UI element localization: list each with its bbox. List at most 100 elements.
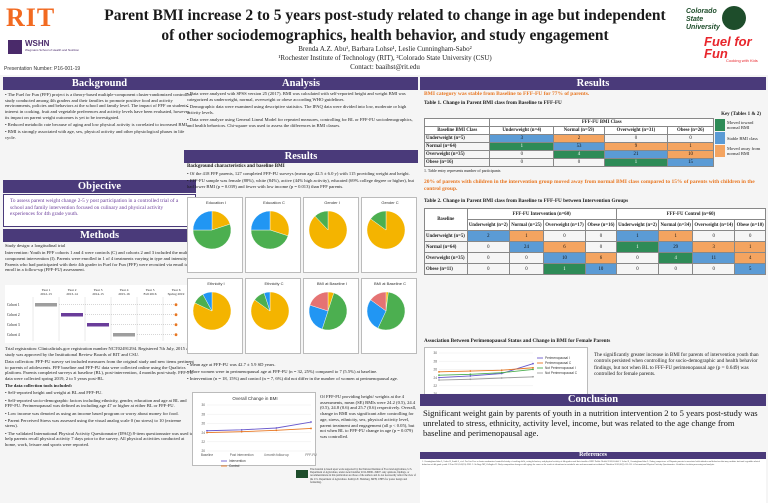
csu-seal-icon: [722, 6, 746, 30]
methods-details: Trial registration: Clinicaltrials.gov r…: [5, 346, 195, 449]
pie-slice: [309, 291, 329, 312]
series-line: [438, 367, 534, 373]
table2-header-row: Underweight (n=2) Normal (n=25) Overweight…: [425, 219, 766, 231]
results-mid-bullets: • Mean age at FFF-FU was 42.7 ± 5.9 SD y…: [187, 362, 417, 384]
table-row: Overweight (n=35) 0 4 21 10: [423, 150, 714, 159]
table1-col-header: Overweight (n=31): [603, 126, 669, 135]
tool-item: • Self-reported socio-demographic factor…: [5, 397, 187, 409]
timeline-year: Year 3 2014-15: [92, 288, 104, 296]
table-cell: 0: [692, 230, 736, 242]
table-cell: 1: [615, 230, 660, 242]
y-tick-label: 22: [433, 384, 437, 388]
csu-logo: Colorado State University: [686, 8, 720, 31]
pie-slice: [192, 223, 232, 250]
y-tick-label: 20: [201, 449, 205, 453]
table-cell: 9: [603, 142, 669, 151]
objective-heading: Objective: [3, 180, 196, 193]
table-row: Underweight (n=5) 2 1 0 0 1 1 0 0: [424, 230, 766, 242]
data-point: [532, 368, 534, 371]
table-cell: 11: [692, 252, 736, 264]
tool-item: • Low income was denoted as using an inc…: [5, 410, 179, 416]
pie-svg: BMI at Baseline I: [308, 281, 348, 331]
background-text: • The Fuel for Fun (FFF) project is a th…: [5, 92, 195, 142]
table-cell: 1: [603, 158, 669, 167]
table-cell: 10: [585, 263, 617, 275]
table-cell: 0: [615, 263, 660, 275]
rit-logo: RIT: [6, 3, 56, 32]
cohort-label: Cohort 1: [7, 303, 20, 307]
pie-slice: [308, 304, 329, 330]
data-point: [438, 374, 440, 377]
timeline-year: Year 1 2012-13: [40, 288, 52, 296]
data-point: [206, 429, 208, 432]
pie-slice: [370, 291, 387, 312]
table-cell: 0: [603, 134, 669, 143]
background-item: • The Fuel for Fun (FFF) project is a th…: [5, 92, 192, 120]
pie-title: Education I: [206, 200, 226, 205]
data-point: [240, 428, 243, 431]
cohort-label: Cohort 4: [7, 333, 20, 337]
table-cell: 0: [489, 158, 555, 167]
pie-svg: Gender I: [308, 200, 348, 250]
table-key: Key (Tables 1 & 2) Moved toward normal B…: [715, 112, 767, 158]
results-item: • Intervention (n = 18, 15%) and control…: [187, 376, 398, 382]
table-row: Obese (n=11) 0 0 1 10 0 0 0 5: [424, 263, 766, 275]
table-cell: 53: [553, 142, 605, 151]
pie-chart: Ethnicity I: [187, 278, 243, 354]
tool-item: • Parent Perceived Stress was assessed u…: [5, 417, 182, 429]
pie-slice: [377, 291, 406, 331]
followup-marker: [174, 323, 178, 327]
table2-col-header: Obese (n=16): [585, 219, 617, 231]
pie-slice: [321, 292, 348, 331]
background-item: • BMI is strongly associated with age, s…: [5, 129, 185, 140]
table-cell: 0: [466, 263, 511, 275]
table1-col-header: Normal (n=59): [553, 126, 605, 135]
pie-title: Ethnicity C: [264, 281, 283, 286]
table-cell: 4: [734, 252, 766, 264]
table-cell: 24: [509, 241, 544, 253]
table2-group-intervention: FFF-FU Intervention (n=60): [466, 208, 617, 220]
pie-chart: Gender C: [361, 197, 417, 273]
overall-bmi-chart: Overall Change in BMI 20 22 24 26 28 30 Baselin…: [192, 392, 317, 468]
pie-slice: [314, 210, 329, 231]
fuel-for-fun-logo: Fuel for Fun: [704, 34, 752, 61]
cohort-bar: [87, 323, 109, 327]
series-line: [438, 368, 534, 376]
table-cell: 0: [692, 263, 736, 275]
cohort-bar: [35, 303, 57, 307]
background-item: • Reduced metabolic rate because of agin…: [5, 122, 189, 128]
data-point: [500, 377, 503, 379]
pie-chart: Ethnicity C: [245, 278, 301, 354]
y-tick-label: 26: [433, 368, 437, 372]
series-line: [206, 428, 312, 434]
followup-marker: [174, 313, 178, 317]
pie-title: BMI at Baseline C: [374, 281, 406, 286]
y-tick-label: 30: [201, 403, 205, 407]
cohort-bar: [61, 313, 83, 317]
data-point: [438, 376, 440, 379]
study-timeline-diagram: Year 1 2012-13 Year 2 2013-14 Year 3 2014-15 Y…: [5, 285, 195, 343]
finding-intervention: 20% of parents with children in the inte…: [424, 179, 755, 192]
table1-corner: [423, 118, 491, 127]
x-tick-label: FFF-FU: [305, 453, 317, 457]
legend-label: Perimenopausal I: [545, 356, 570, 360]
fuel-for-fun-subtitle: Cooking with Kids: [726, 58, 758, 63]
results-item: • Of the 418 FFF parents, 127 completed …: [187, 171, 410, 177]
y-tick-label: 28: [201, 412, 205, 416]
table-cell: 3: [489, 134, 555, 143]
table-cell: 1: [615, 241, 660, 253]
data-point: [240, 430, 243, 433]
pie-svg: Education I: [192, 200, 232, 250]
results-item: • More women were in perimenopausal age …: [187, 369, 378, 375]
table2-group-control: FFF-FU Control (n=60): [615, 208, 767, 220]
row-label: Underweight (n=5): [423, 134, 491, 143]
table-row: Overweight (n=35) 0 0 10 6 0 4 11 4: [424, 252, 766, 264]
methods-intro: Study design: a longitudinal trial Inter…: [5, 243, 195, 275]
results-heading-middle: Results: [184, 150, 418, 163]
pie-chart: Education C: [245, 197, 301, 273]
legend-label: Control: [229, 464, 240, 467]
followup-marker: [174, 303, 178, 307]
key-title: Key (Tables 1 & 2): [721, 112, 761, 117]
table-cell: 2: [466, 230, 511, 242]
